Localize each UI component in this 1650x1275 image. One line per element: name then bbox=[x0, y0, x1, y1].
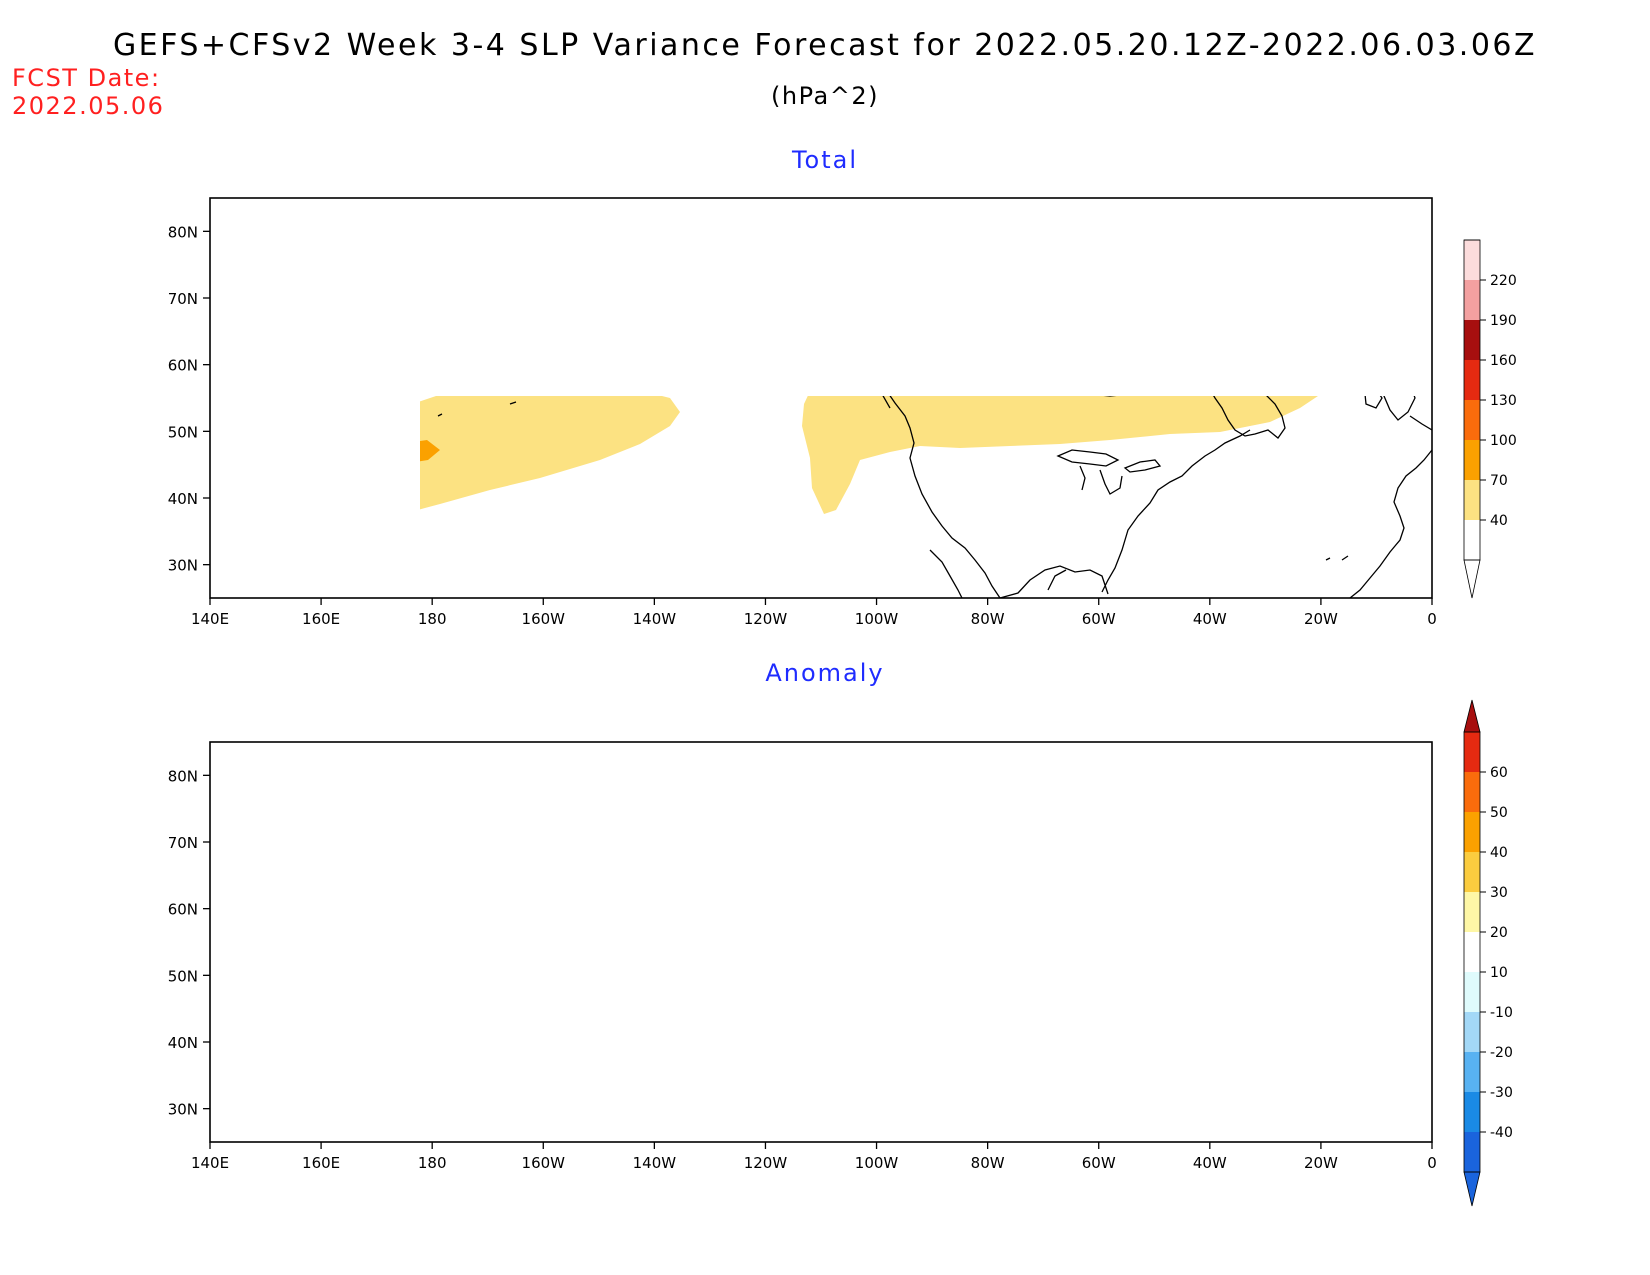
colorbar-swatch bbox=[1464, 240, 1480, 280]
lat-tick-label: 40N bbox=[168, 1034, 198, 1052]
colorbar-label: -30 bbox=[1490, 1085, 1513, 1101]
colorbar-swatch bbox=[1464, 772, 1480, 812]
colorbar-label: 100 bbox=[1490, 433, 1517, 449]
lon-tick-label: 40W bbox=[1193, 1154, 1227, 1172]
colorbar-label: 220 bbox=[1490, 273, 1517, 289]
lon-tick-label: 80W bbox=[971, 610, 1005, 628]
lon-tick-label: 80W bbox=[971, 1154, 1005, 1172]
lat-tick-label: 40N bbox=[168, 490, 198, 508]
colorbar-label: 20 bbox=[1490, 925, 1508, 941]
lat-tick-label: 70N bbox=[168, 834, 198, 852]
lat-tick-label: 80N bbox=[168, 767, 198, 785]
lat-tick-label: 50N bbox=[168, 967, 198, 985]
colorbar-swatch bbox=[1464, 1012, 1480, 1052]
colorbar-label: -10 bbox=[1490, 1005, 1513, 1021]
colorbar-min-arrow bbox=[1463, 1171, 1481, 1207]
map-frame-anomaly bbox=[209, 741, 1433, 1143]
panel-title-total: Total bbox=[791, 146, 859, 174]
colorbar-min-arrow bbox=[1463, 559, 1481, 599]
lon-tick-label: 160E bbox=[302, 1154, 340, 1172]
colorbar-swatch bbox=[1464, 280, 1480, 320]
lon-tick-label: 120W bbox=[744, 1154, 788, 1172]
lon-tick-label: 100W bbox=[855, 610, 899, 628]
lon-tick-label: 20W bbox=[1304, 610, 1338, 628]
lon-tick-label: 140E bbox=[191, 610, 229, 628]
lat-tick-label: 30N bbox=[168, 1101, 198, 1119]
colorbar-swatch bbox=[1464, 1092, 1480, 1132]
colorbar-swatch bbox=[1464, 972, 1480, 1012]
lon-tick-label: 60W bbox=[1082, 610, 1116, 628]
map-frame-total bbox=[209, 197, 1433, 599]
colorbar-max-arrow bbox=[1463, 699, 1481, 733]
colorbar-swatch bbox=[1464, 932, 1480, 972]
lon-tick-label: 0 bbox=[1427, 1154, 1437, 1172]
lat-tick-label: 60N bbox=[168, 357, 198, 375]
units-label: (hPa^2) bbox=[771, 82, 879, 110]
lon-tick-label: 140W bbox=[633, 1154, 677, 1172]
lat-tick-label: 30N bbox=[168, 557, 198, 575]
lon-tick-label: 160W bbox=[522, 610, 566, 628]
colorbar-swatch bbox=[1464, 1132, 1480, 1172]
lat-tick-label: 80N bbox=[168, 223, 198, 241]
colorbar-label: 40 bbox=[1490, 845, 1508, 861]
lon-tick-label: 140W bbox=[633, 610, 677, 628]
colorbar-label: 40 bbox=[1490, 513, 1508, 529]
fcst-date-label: FCST Date: bbox=[12, 64, 161, 92]
colorbar-label: 130 bbox=[1490, 393, 1517, 409]
lon-tick-label: 140E bbox=[191, 1154, 229, 1172]
colorbar-swatch bbox=[1464, 732, 1480, 772]
colorbar-label: 30 bbox=[1490, 885, 1508, 901]
colorbar-label: 50 bbox=[1490, 805, 1508, 821]
lon-tick-label: 180 bbox=[418, 610, 447, 628]
colorbar-swatch bbox=[1464, 852, 1480, 892]
colorbar-label: 190 bbox=[1490, 313, 1517, 329]
colorbar-anomaly: -40 -30 -20 -10 10 20 30 40 50 60 bbox=[1463, 699, 1513, 1207]
fcst-date-value: 2022.05.06 bbox=[12, 92, 165, 120]
lon-tick-label: 120W bbox=[744, 610, 788, 628]
panel-title-anomaly: Anomaly bbox=[765, 659, 885, 687]
colorbar-label: 70 bbox=[1490, 473, 1508, 489]
lon-tick-label: 60W bbox=[1082, 1154, 1116, 1172]
colorbar-swatch bbox=[1464, 400, 1480, 440]
colorbar-label: -40 bbox=[1490, 1125, 1513, 1141]
colorbar-total: 40 70 100 130 160 190 220 bbox=[1463, 239, 1517, 599]
lon-tick-label: 160E bbox=[302, 610, 340, 628]
contour-north-pacific bbox=[420, 396, 680, 510]
contour-north-pacific-core bbox=[420, 440, 440, 462]
lon-tick-label: 40W bbox=[1193, 610, 1227, 628]
colorbar-swatch bbox=[1464, 320, 1480, 360]
axes-anomaly: 140E 160E 180 160W 140W 120W 100W 80W 60W 40W 20W 0… bbox=[168, 767, 1437, 1172]
lon-tick-label: 180 bbox=[418, 1154, 447, 1172]
colorbar-swatch bbox=[1464, 892, 1480, 932]
colorbar-swatch bbox=[1464, 520, 1480, 560]
colorbar-label: 60 bbox=[1490, 765, 1508, 781]
axes-total: 140E 160E 180 160W 140W 120W 100W 80W 60W 40W 20W 0… bbox=[168, 223, 1437, 628]
colorbar-swatch bbox=[1464, 480, 1480, 520]
lon-tick-label: 100W bbox=[855, 1154, 899, 1172]
lat-tick-label: 50N bbox=[168, 423, 198, 441]
contour-canada-atlantic bbox=[802, 396, 1318, 514]
chart-title: GEFS+CFSv2 Week 3-4 SLP Variance Forecas… bbox=[112, 28, 1538, 63]
colorbar-swatch bbox=[1464, 812, 1480, 852]
lon-tick-label: 160W bbox=[522, 1154, 566, 1172]
lon-tick-label: 20W bbox=[1304, 1154, 1338, 1172]
colorbar-swatch bbox=[1464, 1052, 1480, 1092]
colorbar-swatch bbox=[1464, 360, 1480, 400]
colorbar-label: 160 bbox=[1490, 353, 1517, 369]
colorbar-label: -20 bbox=[1490, 1045, 1513, 1061]
lat-tick-label: 60N bbox=[168, 901, 198, 919]
colorbar-label: 10 bbox=[1490, 965, 1508, 981]
lat-tick-label: 70N bbox=[168, 290, 198, 308]
lon-tick-label: 0 bbox=[1427, 610, 1437, 628]
colorbar-swatch bbox=[1464, 440, 1480, 480]
